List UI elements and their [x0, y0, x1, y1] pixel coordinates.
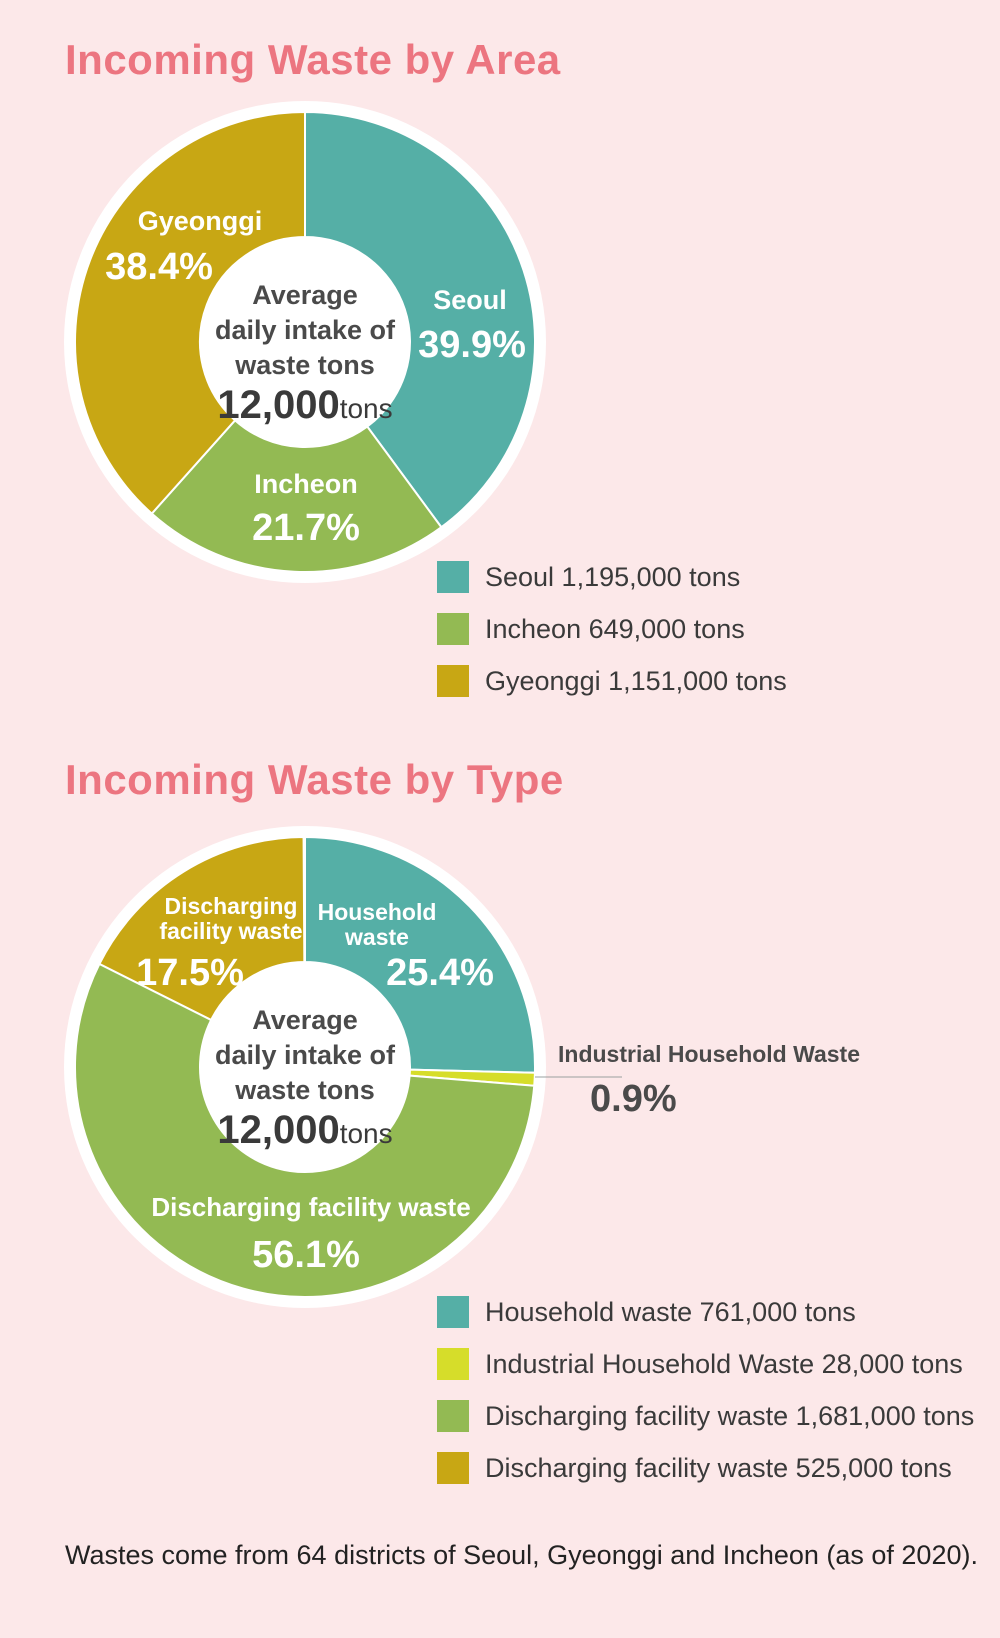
legend-text-discharging-green: Discharging facility waste 1,681,000 ton… [485, 1400, 975, 1431]
slice-label-discharging-facility-waste-2-0: Discharging facility waste [151, 1192, 470, 1222]
legend-text-incheon: Incheon 649,000 tons [485, 613, 745, 644]
legend-swatch-incheon [437, 613, 469, 645]
legend-swatch-household [437, 1296, 469, 1328]
center-line-3: waste tons [234, 350, 375, 380]
center-line-1: Average [252, 280, 358, 310]
slice-percent-seoul-0: 39.9% [418, 324, 526, 366]
legend-item-household: Household waste 761,000 tons [437, 1286, 974, 1338]
legend-swatch-seoul [437, 561, 469, 593]
center-value: 12,000tons [217, 383, 392, 427]
slice-percent-industrial-household-waste-1: 0.9% [590, 1078, 677, 1120]
legend-type: Household waste 761,000 tons Industrial … [437, 1286, 974, 1494]
slice-label-discharging-facility-waste-3-1: facility waste [159, 918, 302, 944]
slice-label-household-waste-0-1: waste [344, 924, 409, 950]
legend-item-discharging-green: Discharging facility waste 1,681,000 ton… [437, 1390, 974, 1442]
legend-text-seoul: Seoul 1,195,000 tons [485, 561, 741, 592]
center-value-number: 12,000 [217, 1108, 339, 1152]
center-line-2: daily intake of [215, 1040, 396, 1070]
center-line-3: waste tons [234, 1075, 375, 1105]
legend-swatch-discharging-green [437, 1400, 469, 1432]
legend-area: Seoul 1,195,000 tons Incheon 649,000 ton… [437, 551, 787, 707]
slice-percent-household-waste-0: 25.4% [386, 952, 494, 994]
slice-percent-discharging-facility-waste-3: 17.5% [136, 952, 244, 994]
legend-item-industrial: Industrial Household Waste 28,000 tons [437, 1338, 974, 1390]
slice-label-discharging-facility-waste-3-0: Discharging [165, 893, 298, 919]
legend-item-incheon: Incheon 649,000 tons [437, 603, 787, 655]
chart-title-type: Incoming Waste by Type [65, 756, 564, 803]
slice-label-seoul-0-0: Seoul [433, 285, 507, 315]
footnote: Wastes come from 64 districts of Seoul, … [65, 1540, 978, 1570]
slice-percent-discharging-facility-waste-2: 56.1% [252, 1234, 360, 1276]
legend-swatch-industrial [437, 1348, 469, 1380]
slice-label-gyeonggi-2-0: Gyeonggi [138, 206, 263, 236]
legend-item-seoul: Seoul 1,195,000 tons [437, 551, 787, 603]
legend-text-household: Household waste 761,000 tons [485, 1296, 856, 1327]
slice-label-incheon-1-0: Incheon [254, 469, 358, 499]
pie-center-hole [200, 962, 410, 1172]
legend-swatch-gyeonggi [437, 665, 469, 697]
center-value: 12,000tons [217, 1108, 392, 1152]
slice-label-household-waste-0-0: Household [318, 899, 437, 925]
center-value-unit: tons [340, 1118, 393, 1149]
center-line-1: Average [252, 1005, 358, 1035]
legend-swatch-discharging-gold [437, 1452, 469, 1484]
legend-item-discharging-gold: Discharging facility waste 525,000 tons [437, 1442, 974, 1494]
chart-title-area: Incoming Waste by Area [65, 36, 561, 83]
slice-label-industrial-household-waste-1-0: Industrial Household Waste [558, 1041, 860, 1067]
slice-percent-incheon-1: 21.7% [252, 507, 360, 549]
center-value-number: 12,000 [217, 383, 339, 427]
legend-text-discharging-gold: Discharging facility waste 525,000 tons [485, 1452, 952, 1483]
legend-text-gyeonggi: Gyeonggi 1,151,000 tons [485, 665, 787, 696]
center-line-2: daily intake of [215, 315, 396, 345]
pie-chart-area: Average daily intake of waste tons12,000to… [64, 101, 546, 583]
legend-item-gyeonggi: Gyeonggi 1,151,000 tons [437, 655, 787, 707]
center-value-unit: tons [340, 393, 393, 424]
pie-center-hole [200, 237, 410, 447]
legend-text-industrial: Industrial Household Waste 28,000 tons [485, 1348, 963, 1379]
slice-percent-gyeonggi-2: 38.4% [105, 246, 213, 288]
